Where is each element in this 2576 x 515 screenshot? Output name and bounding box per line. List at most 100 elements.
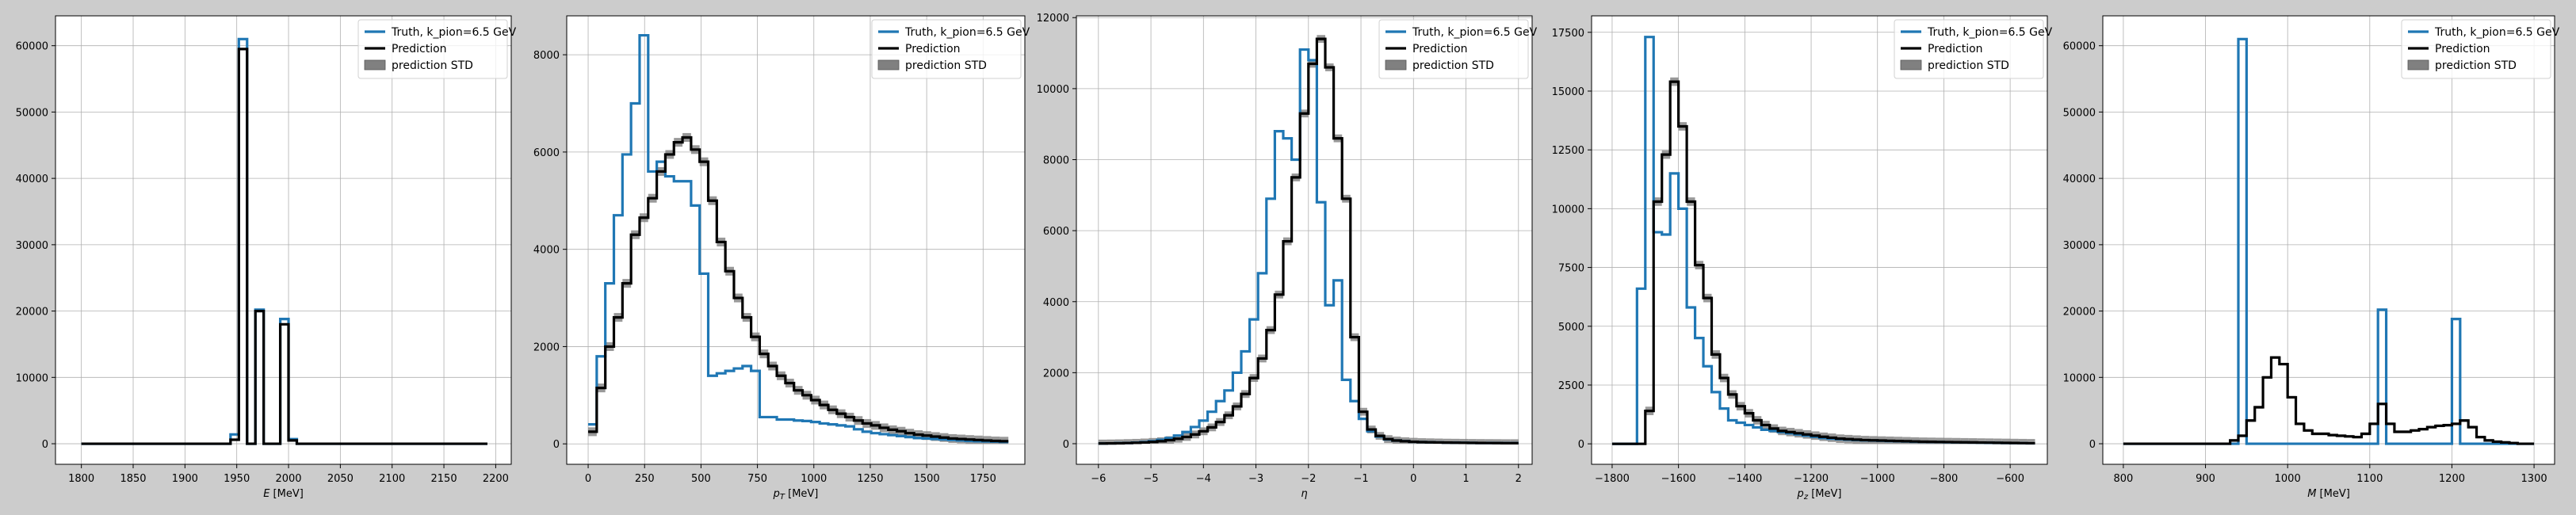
y-tick-label: 30000	[2063, 240, 2096, 252]
x-tick-label: 2050	[327, 473, 354, 485]
x-tick-label: 1250	[857, 473, 883, 485]
legend-std-label: prediction STD	[1412, 59, 1494, 72]
y-tick-label: 0	[2089, 439, 2096, 451]
legend-truth-label: Truth, k_pion=6.5 GeV	[391, 26, 517, 39]
std-band-bin	[1115, 439, 1124, 444]
y-tick-label: 10000	[1552, 204, 1584, 216]
std-band-bin	[1476, 439, 1485, 444]
x-tick-label: 0	[1410, 473, 1416, 485]
x-tick-label: −1000	[1860, 473, 1895, 485]
x-tick-label: −1200	[1794, 473, 1829, 485]
y-tick-label: 50000	[2063, 107, 2096, 119]
std-band-bin	[2027, 439, 2035, 444]
legend: Truth, k_pion=6.5 GeV Prediction predictio…	[1894, 19, 2053, 79]
chart-panels: 1800 1850 1900 1950 2000 2050 2100 2150 22000100…	[16, 13, 2560, 502]
prediction-histogram	[1611, 80, 2035, 445]
y-tick-label: 60000	[16, 41, 48, 53]
std-band-bin	[2001, 438, 2011, 444]
legend-std-swatch	[1900, 59, 1922, 71]
x-tick-label: 1000	[801, 473, 827, 485]
x-tick-label: 1800	[68, 473, 94, 485]
std-band-bin	[1977, 438, 1986, 444]
x-axis-label-unit: [MeV]	[2316, 488, 2349, 500]
plot-area	[55, 16, 511, 464]
legend-std-swatch	[364, 59, 386, 71]
x-tick-label: 1900	[172, 473, 198, 485]
x-axis-label-subscript: z	[1803, 493, 1809, 502]
std-band-bin	[1443, 438, 1451, 444]
prediction-histogram	[2123, 356, 2535, 445]
plot-area	[567, 16, 1025, 464]
x-tick-label: 2000	[275, 473, 301, 485]
y-tick-label: 60000	[2063, 41, 2096, 53]
legend-box	[1378, 19, 1529, 79]
x-axis-label: pz [MeV]	[1797, 488, 1842, 502]
std-band-bin	[2010, 438, 2019, 444]
y-tick-label: 5000	[1558, 322, 1584, 334]
x-tick-label: −5	[1143, 473, 1158, 485]
std-band-bin	[1960, 437, 1969, 444]
truth-histogram	[588, 33, 1009, 444]
legend-std-swatch	[1385, 59, 1407, 71]
plot-area	[1076, 16, 1532, 464]
chart-energy: 1800 1850 1900 1950 2000 2050 2100 2150 2200 0 100…	[16, 15, 517, 500]
y-tick-label: 10000	[2063, 372, 2096, 384]
legend-std-label: prediction STD	[392, 59, 473, 72]
x-tick-label: 0	[585, 473, 591, 485]
y-tick-label: 15000	[1552, 86, 1584, 98]
y-tick-label: 0	[1578, 439, 1584, 451]
series-group	[81, 37, 487, 445]
x-axis-label-symbol: M	[2307, 488, 2316, 500]
legend-std-swatch	[2407, 59, 2429, 71]
legend-std-swatch	[877, 59, 900, 71]
plot-frame	[2102, 15, 2555, 465]
y-tick-label: 20000	[2063, 307, 2096, 319]
y-tick-label: 17500	[1552, 28, 1584, 40]
legend-prediction-label: Prediction	[2435, 43, 2490, 55]
legend-prediction-label: Prediction	[905, 43, 961, 55]
y-tick-label: 4000	[1043, 297, 1069, 309]
chart-pt: 0 250 500 750 1000 1250 1500 1750 0 2000 4000 6000 8…	[533, 15, 1030, 502]
x-tick-label: 1100	[2356, 473, 2383, 485]
legend-prediction-label: Prediction	[392, 43, 447, 55]
x-tick-label: 2100	[379, 473, 405, 485]
std-band-bin	[1098, 439, 1107, 444]
std-band-bin	[1485, 439, 1493, 444]
series-group	[588, 33, 1009, 444]
legend-box	[871, 19, 1022, 79]
std-band-bin	[1492, 439, 1502, 444]
x-axis-label: E [MeV]	[263, 488, 304, 500]
legend-std-label: prediction STD	[2435, 59, 2517, 72]
x-tick-label: −2	[1301, 473, 1316, 485]
x-tick-label: 1500	[914, 473, 940, 485]
std-band-bin	[1450, 438, 1460, 444]
y-tick-label: 6000	[1043, 226, 1069, 238]
legend-truth-label: Truth, k_pion=6.5 GeV	[1412, 26, 1538, 39]
plot-area	[2103, 16, 2555, 464]
std-band-bin	[1106, 439, 1116, 444]
series-group	[2123, 37, 2535, 445]
y-tick-label: 7500	[1558, 263, 1584, 275]
y-tick-label: 10000	[16, 372, 48, 384]
y-tick-label: 8000	[1043, 154, 1069, 166]
x-axis-label-subscript: T	[780, 493, 785, 502]
y-tick-label: 2000	[1043, 368, 1069, 380]
y-tick-label: 0	[1063, 439, 1069, 451]
y-tick-label: 4000	[533, 245, 560, 257]
x-tick-label: 1	[1462, 473, 1469, 485]
x-tick-label: 900	[2196, 473, 2215, 485]
std-band-bin	[1501, 439, 1511, 444]
legend: Truth, k_pion=6.5 GeV Prediction predictio…	[1378, 19, 1538, 79]
std-band-bin	[1951, 437, 1961, 444]
std-band-bin	[1123, 439, 1133, 444]
legend-std-label: prediction STD	[1928, 59, 2009, 72]
std-band-bin	[1132, 438, 1141, 444]
chart-eta: −6 −5 −4 −3 −2 −1 0 1 2 0 2000 4000 6000 8000 10000 120…	[1037, 13, 1538, 500]
x-tick-label: 750	[747, 473, 767, 485]
x-tick-label: 1950	[224, 473, 250, 485]
legend-prediction-label: Prediction	[1928, 43, 1983, 55]
x-tick-label: 800	[2113, 473, 2133, 485]
legend-truth-label: Truth, k_pion=6.5 GeV	[1927, 26, 2053, 39]
y-tick-label: 10000	[1037, 84, 1069, 96]
